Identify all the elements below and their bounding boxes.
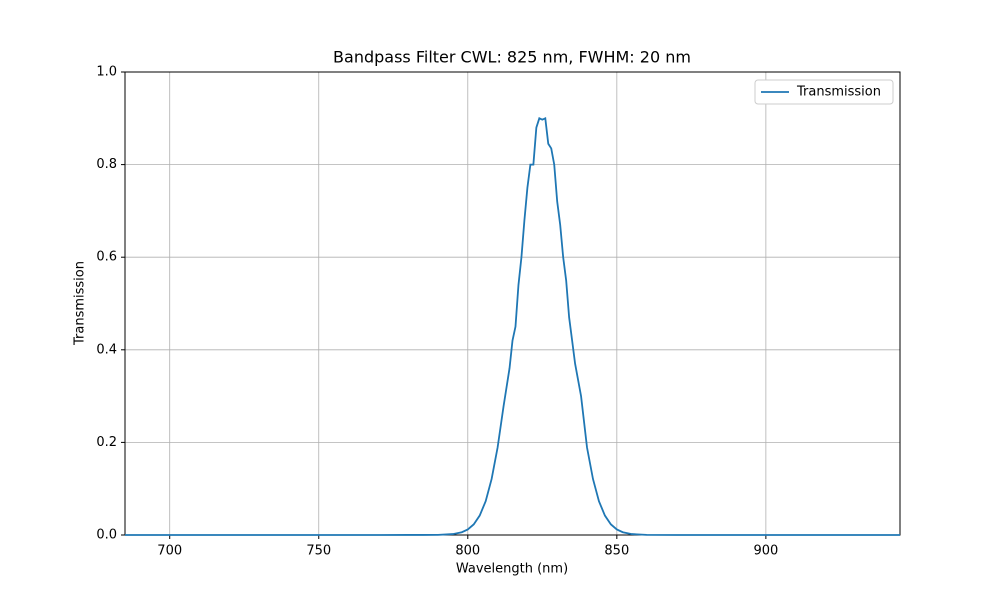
- y-tick-label: 0.0: [96, 528, 117, 543]
- y-tick-label: 0.6: [96, 250, 117, 265]
- legend-label: Transmission: [796, 85, 881, 100]
- legend-box: [754, 79, 894, 105]
- x-tick-label: 750: [306, 544, 331, 559]
- plot-frame: [124, 71, 901, 536]
- y-tick-label: 0.8: [96, 157, 117, 172]
- x-tick-label: 700: [157, 544, 182, 559]
- y-tick-label: 1.0: [96, 65, 117, 80]
- x-axis-label: Wavelength (nm): [456, 562, 568, 577]
- x-tick-label: 850: [604, 544, 629, 559]
- y-axis-label: Transmission: [73, 261, 88, 346]
- x-tick-label: 900: [753, 544, 778, 559]
- chart-title: Bandpass Filter CWL: 825 nm, FWHM: 20 nm: [333, 48, 691, 67]
- x-tick-label: 800: [455, 544, 480, 559]
- y-tick-label: 0.2: [96, 435, 117, 450]
- y-tick-label: 0.4: [96, 342, 117, 357]
- data-line: [125, 116, 900, 536]
